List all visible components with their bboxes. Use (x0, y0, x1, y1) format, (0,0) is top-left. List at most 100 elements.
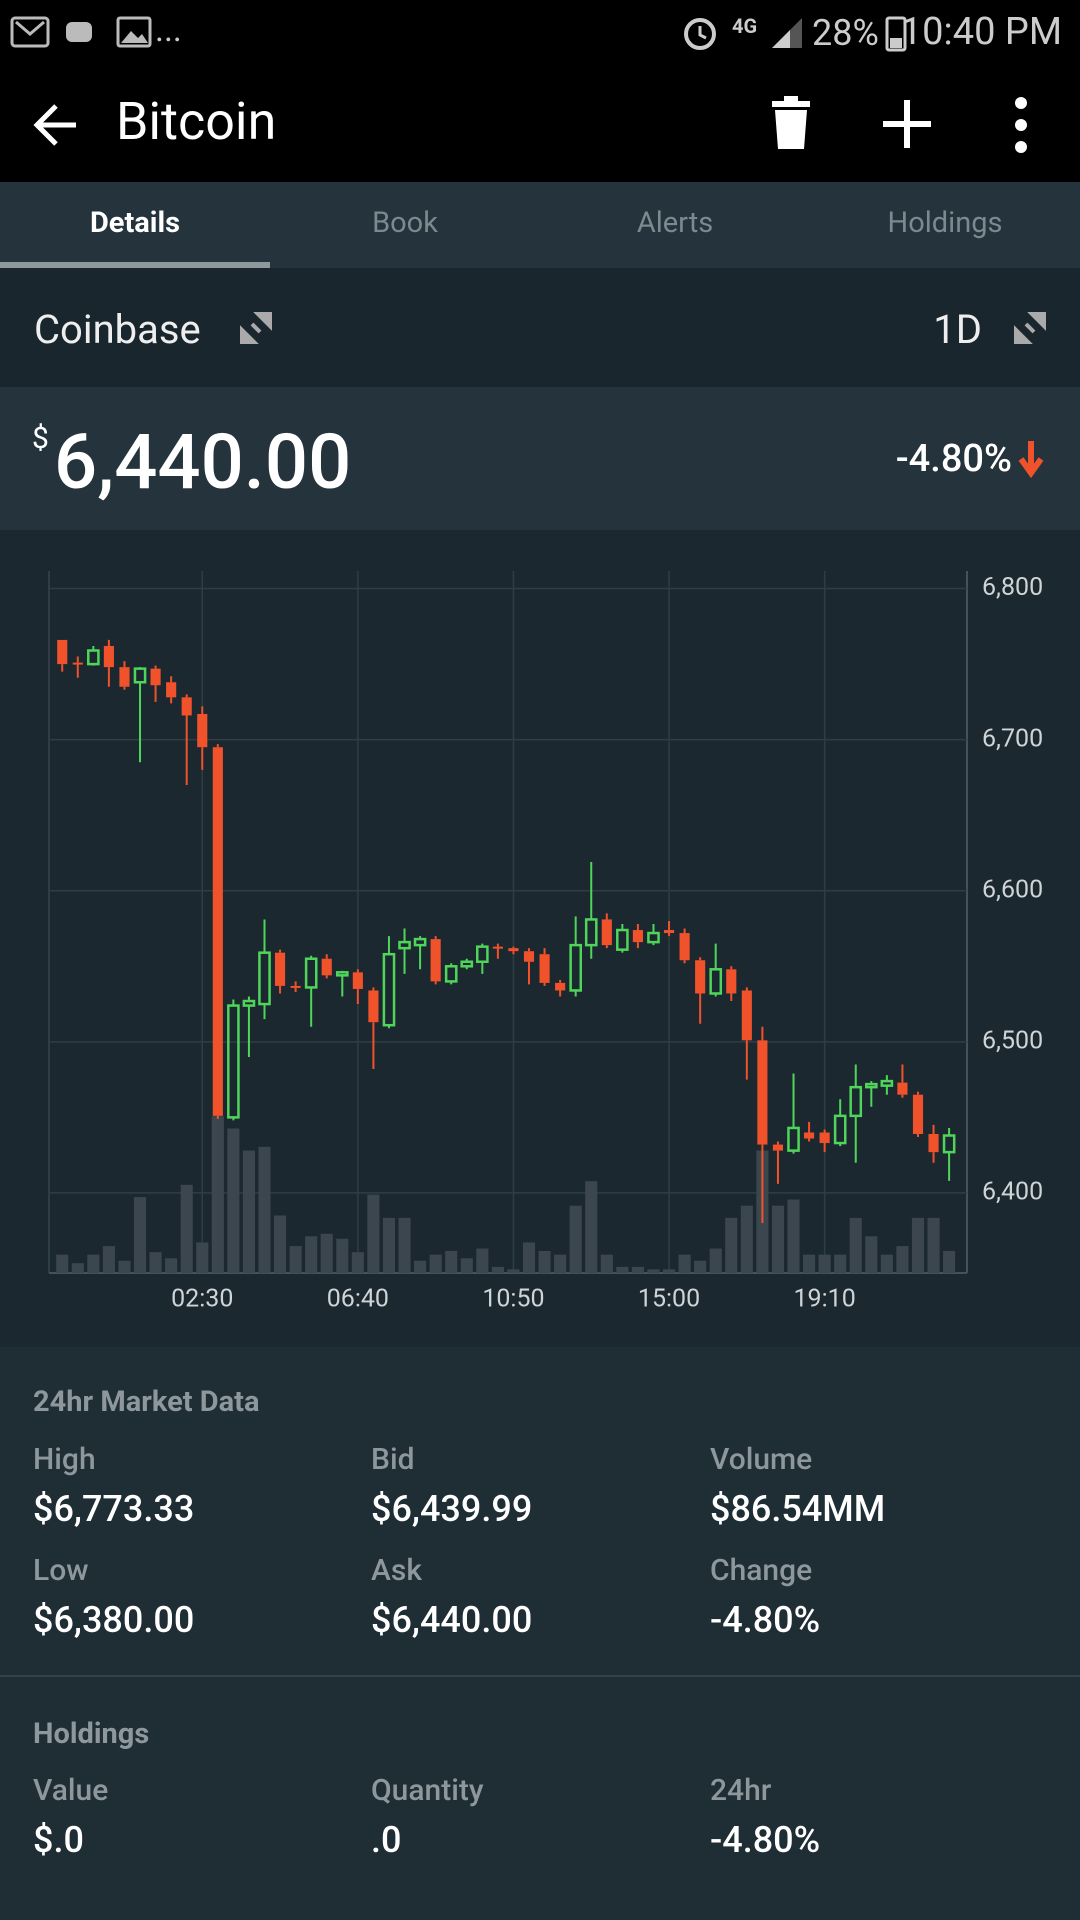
interval[interactable]: 1D (933, 306, 982, 353)
candle-body (601, 919, 612, 946)
volume-bar (211, 1116, 224, 1273)
volume-bar (476, 1248, 489, 1273)
delete-button[interactable] (770, 95, 814, 151)
candle-body (166, 682, 177, 698)
volume-bar (414, 1260, 427, 1273)
x-tick-label: 15:00 (638, 1285, 700, 1314)
more-notifications: ... (155, 10, 182, 50)
volume-bar (305, 1236, 318, 1273)
candle-body (119, 667, 130, 687)
candle-body (476, 945, 489, 964)
volume-bar (522, 1242, 536, 1273)
volume-bar (71, 1263, 84, 1273)
candle-body (632, 930, 643, 943)
candle-body (663, 930, 675, 934)
volume-bar (740, 1205, 753, 1273)
stat-label: Value (33, 1773, 109, 1808)
candle-body (757, 1040, 768, 1145)
candle-body (150, 668, 161, 686)
volume-bar (351, 1252, 364, 1273)
volume-bar (709, 1248, 722, 1273)
candle-body (819, 1132, 830, 1144)
volume-bar (87, 1254, 100, 1273)
stat-label: Ask (371, 1553, 422, 1588)
volume-bar (631, 1266, 644, 1273)
candle-body (508, 948, 519, 952)
volume-bar (367, 1194, 380, 1273)
y-tick-label: 6,500 (982, 1026, 1043, 1055)
price-row: $ 6,440.00 -4.80% (0, 387, 1080, 530)
candle-body (555, 982, 566, 991)
back-button[interactable] (30, 100, 84, 150)
candle-body (787, 1126, 800, 1152)
network-type: 4G (732, 14, 758, 38)
currency-symbol: $ (32, 421, 49, 456)
volume-bar (196, 1242, 209, 1273)
stat-value: $86.54MM (710, 1488, 886, 1530)
volume-bar (694, 1260, 707, 1273)
add-button[interactable] (880, 97, 934, 151)
y-tick-label: 6,600 (982, 875, 1043, 904)
candle-body (212, 747, 223, 1116)
candle-body (87, 649, 100, 666)
x-tick-label: 02:30 (171, 1285, 233, 1314)
volume-bar (647, 1269, 660, 1273)
signal-icon (772, 18, 802, 48)
tab[interactable]: Alerts (636, 206, 714, 240)
candle-body (709, 968, 723, 995)
volume-bar (865, 1236, 878, 1273)
volume-bar (445, 1250, 458, 1273)
volume-bar (491, 1266, 504, 1273)
candle-body (103, 645, 114, 668)
volume-bar (56, 1254, 69, 1273)
alarm-icon (684, 18, 716, 50)
exchange-expand-icon[interactable] (240, 312, 272, 344)
candle-body (741, 990, 752, 1041)
stat-value: $.0 (33, 1819, 84, 1861)
tab[interactable]: Book (372, 206, 438, 240)
tab-bar: Details Book Alerts Holdings (0, 182, 1080, 268)
stat-label: Quantity (371, 1773, 484, 1808)
y-tick-label: 6,400 (982, 1178, 1043, 1207)
stat-value: -4.80% (710, 1819, 821, 1861)
candle-body (227, 1004, 240, 1119)
volume-bar (538, 1250, 551, 1273)
candle-body (258, 951, 271, 1006)
stat-label: High (33, 1442, 96, 1477)
y-tick-label: 6,800 (982, 573, 1043, 602)
candle-body (444, 965, 458, 983)
candle-body (460, 960, 474, 968)
x-tick-label: 19:10 (793, 1285, 855, 1314)
volume-bar (569, 1205, 582, 1273)
stat-value: $6,439.99 (371, 1488, 533, 1530)
candle-body (492, 946, 503, 949)
more-options-button[interactable] (1008, 95, 1034, 155)
candle-body (368, 990, 379, 1023)
tab-indicator (0, 262, 270, 268)
stat-value: -4.80% (710, 1599, 821, 1641)
app-bar: Bitcoin (0, 65, 1080, 182)
candle-body (569, 943, 583, 992)
exchange-name[interactable]: Coinbase (34, 306, 201, 353)
volume-bar (834, 1254, 847, 1273)
x-tick-label: 10:50 (482, 1285, 544, 1314)
volume-bar (133, 1197, 147, 1273)
candle-body (274, 952, 286, 986)
tab[interactable]: Holdings (887, 206, 1003, 240)
candle-body (726, 969, 737, 994)
candle-body (352, 972, 363, 989)
clock: 10:40 PM (900, 10, 1062, 54)
volume-bar (258, 1146, 271, 1273)
volume-bar (787, 1199, 800, 1273)
candle-body (584, 918, 598, 947)
price-change: -4.80% (895, 437, 1012, 481)
candle-body (321, 958, 332, 976)
volume-bar (507, 1269, 520, 1273)
screen-title: Bitcoin (116, 91, 277, 152)
notification-icons (10, 16, 152, 48)
volume-bar (911, 1217, 925, 1273)
y-tick-label: 6,700 (982, 724, 1043, 753)
interval-expand-icon[interactable] (1014, 312, 1046, 344)
tab[interactable]: Details (89, 206, 181, 240)
